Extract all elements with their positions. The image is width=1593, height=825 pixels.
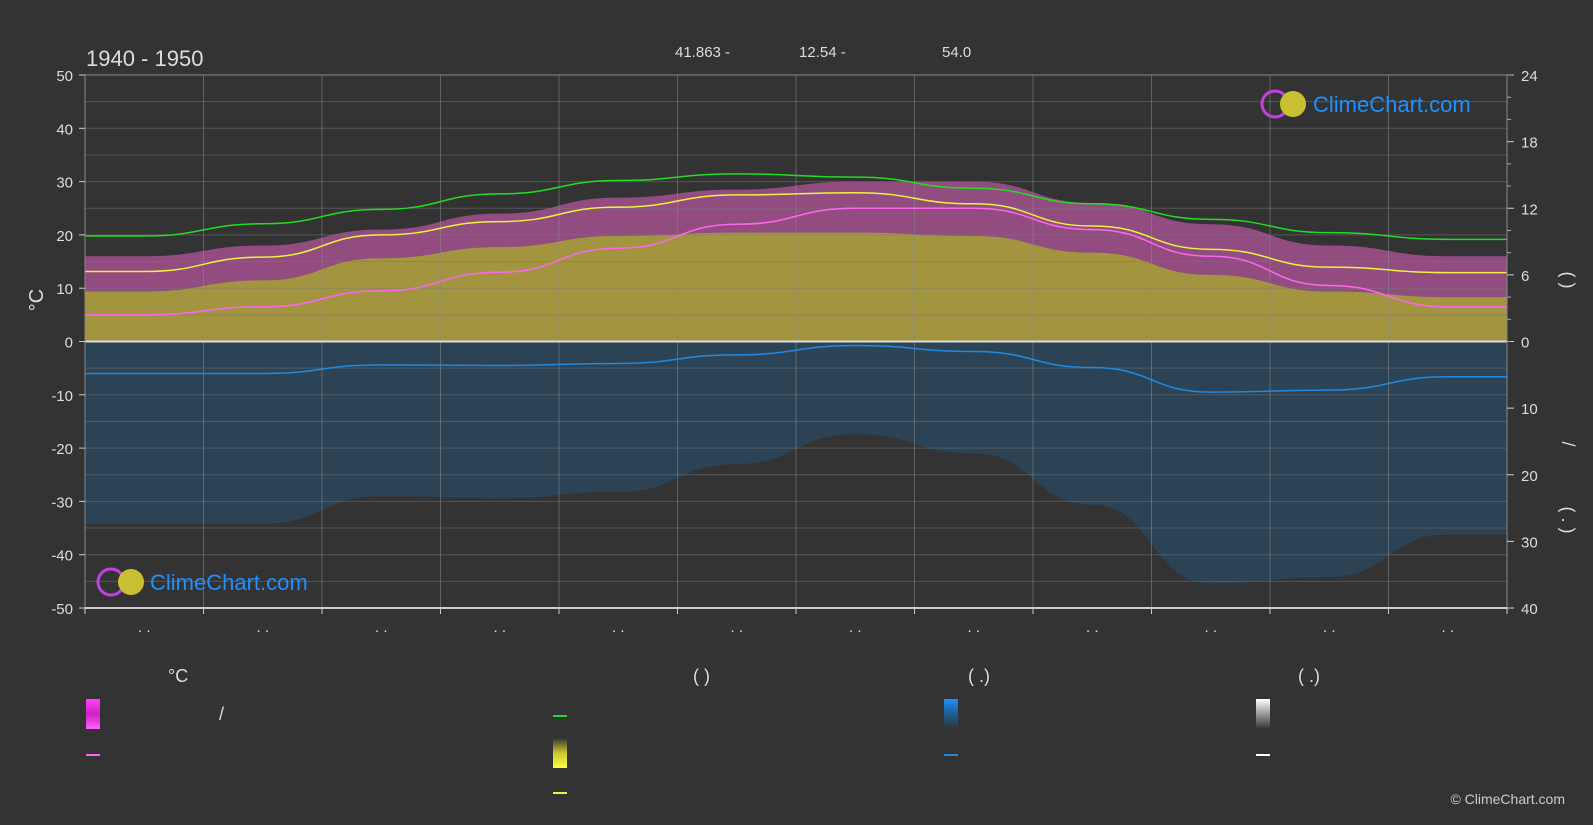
sunshine-line — [85, 191, 1507, 274]
left-axis-label: °C — [26, 289, 48, 311]
x-tick-label: . . — [612, 619, 625, 636]
legend-snow-swatch — [1256, 699, 1270, 729]
legend-rain-line — [944, 754, 958, 756]
x-tick-label: . . — [493, 619, 506, 636]
right-tick-label: 30 — [1521, 534, 1538, 551]
right-tick-label: 18 — [1521, 135, 1538, 152]
legend-snow-line — [1256, 754, 1270, 756]
left-tick-label: 50 — [56, 68, 73, 85]
x-tick-label: . . — [1441, 619, 1454, 636]
legend-rain-header: ( .) — [968, 666, 990, 686]
right-tick-label: 40 — [1521, 601, 1538, 618]
legend-rain-swatch — [944, 699, 958, 729]
coord-lon: 12.54 - — [799, 44, 846, 61]
left-tick-label: 30 — [56, 175, 73, 192]
logo-text: ClimeChart.com — [1313, 92, 1471, 117]
logo-text: ClimeChart.com — [150, 570, 308, 595]
right-tick-label: 12 — [1521, 201, 1538, 218]
legend-snow-header: ( .) — [1298, 666, 1320, 686]
left-tick-label: -40 — [51, 548, 73, 565]
left-tick-label: -20 — [51, 441, 73, 458]
right-tick-label: 20 — [1521, 468, 1538, 485]
copyright: © ClimeChart.com — [1450, 791, 1565, 807]
left-tick-label: -30 — [51, 494, 73, 511]
left-tick-label: 0 — [65, 335, 73, 352]
x-tick-label: . . — [375, 619, 388, 636]
x-tick-label: . . — [730, 619, 743, 636]
right-axis-label-2: / — [1558, 441, 1578, 446]
mean-temp-line — [85, 207, 1507, 316]
x-tick-label: . . — [1204, 619, 1217, 636]
x-tick-label: . . — [138, 619, 151, 636]
left-tick-label: 40 — [56, 121, 73, 138]
period-title: 1940 - 1950 — [86, 46, 203, 71]
right-axis-label-3: ( . ) — [1558, 507, 1578, 534]
logo-sun-icon — [1280, 91, 1306, 117]
coord-lat: 41.863 - — [675, 44, 730, 61]
logo-sun-icon — [118, 569, 144, 595]
left-tick-label: -10 — [51, 388, 73, 405]
x-tick-label: . . — [1323, 619, 1336, 636]
right-tick-label: 24 — [1521, 68, 1538, 85]
legend-sunshine-line — [553, 792, 567, 794]
rain-line — [84, 344, 1507, 393]
legend-sun-header: ( ) — [693, 666, 710, 686]
x-tick-label: . . — [256, 619, 269, 636]
x-tick-label: . . — [1086, 619, 1099, 636]
daylight-line — [84, 173, 1507, 241]
legend-temp-header: °C — [168, 666, 189, 686]
x-tick-label: . . — [967, 619, 980, 636]
legend-mean-temp-line — [86, 754, 100, 756]
left-tick-label: 20 — [56, 228, 73, 245]
series-lines — [84, 173, 1507, 393]
grid-lines — [84, 74, 1508, 609]
x-tick-label: . . — [849, 619, 862, 636]
right-tick-label: 10 — [1521, 401, 1538, 418]
axes: 50 40 30 20 10 0 -10 -20 -30 -40 -50 24 18 12 6 0 10 20 30… — [51, 68, 1537, 636]
logo-top[interactable]: ClimeChart.com — [1260, 89, 1471, 119]
legend-daylight-line — [553, 715, 567, 717]
left-tick-label: -50 — [51, 601, 73, 618]
logo-bottom[interactable]: ClimeChart.com — [96, 567, 308, 597]
legend-temp-range-label: / — [219, 704, 225, 724]
right-tick-label: 6 — [1521, 268, 1529, 285]
legend-sunshine-swatch — [553, 738, 567, 768]
right-axis-label-1: ( ) — [1558, 272, 1578, 289]
right-tick-label: 0 — [1521, 335, 1529, 352]
elevation: 54.0 — [942, 44, 971, 61]
left-tick-label: 10 — [56, 281, 73, 298]
legend-temp-range-swatch — [86, 699, 100, 729]
